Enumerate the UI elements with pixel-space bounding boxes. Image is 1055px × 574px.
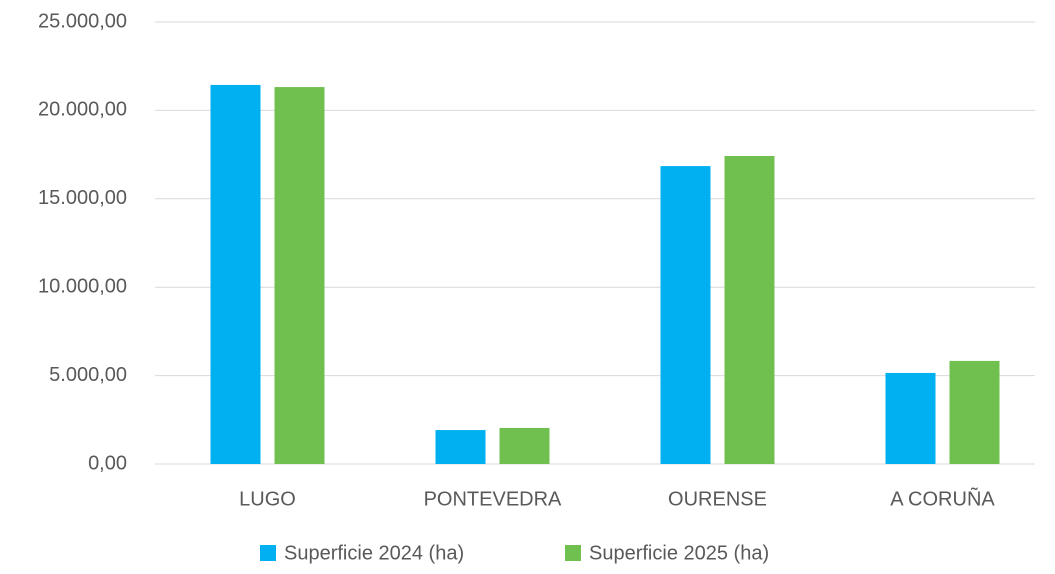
legend-swatch (260, 545, 276, 561)
x-tick-label: OURENSE (668, 488, 767, 510)
y-tick-label: 10.000,00 (38, 275, 127, 297)
bar (660, 166, 711, 465)
bar (949, 360, 1000, 464)
bar (210, 84, 261, 465)
bar (435, 430, 486, 464)
bar (724, 156, 775, 464)
legend-swatch (565, 545, 581, 561)
bar (499, 427, 550, 464)
x-tick-label: LUGO (239, 488, 296, 510)
x-tick-label: A CORUÑA (890, 486, 995, 510)
legend-label: Superficie 2025 (ha) (589, 542, 769, 564)
bar (885, 372, 936, 464)
legend-label: Superficie 2024 (ha) (284, 542, 464, 564)
y-tick-label: 5.000,00 (49, 364, 127, 386)
y-tick-label: 15.000,00 (38, 187, 127, 209)
bar (274, 87, 325, 464)
y-tick-label: 25.000,00 (38, 10, 127, 32)
y-tick-label: 20.000,00 (38, 99, 127, 121)
y-tick-label: 0,00 (88, 452, 127, 474)
x-tick-label: PONTEVEDRA (424, 488, 562, 510)
